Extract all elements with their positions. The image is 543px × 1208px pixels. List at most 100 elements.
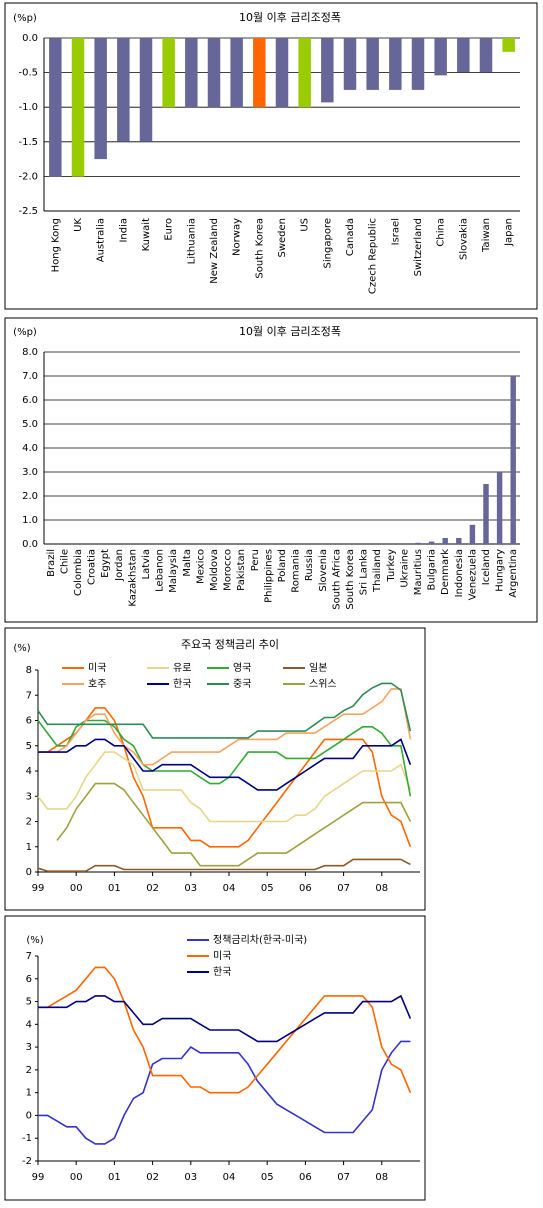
legend-label: 영국 — [233, 662, 251, 674]
chart-title: 10월 이후 금리조정폭 — [239, 325, 341, 338]
x-tick-label: New Zealand — [209, 218, 220, 284]
x-tick-label: Euro — [164, 218, 175, 241]
x-tick-label: Slovakia — [458, 218, 469, 260]
y-tick-label: 4 — [26, 1019, 32, 1030]
y-tick-label: 0.0 — [22, 33, 38, 44]
x-tick-label: 03 — [184, 1172, 197, 1183]
y-axis-label: (%p) — [13, 327, 37, 338]
bar — [49, 38, 62, 177]
y-tick-label: 8 — [26, 665, 32, 676]
series-line — [37, 751, 412, 823]
x-tick-label: Iceland — [481, 549, 492, 585]
y-tick-label: 0 — [26, 1110, 32, 1121]
bar — [483, 484, 489, 544]
legend-label: 일본 — [309, 662, 327, 674]
legend-label: 유로 — [173, 662, 191, 674]
x-tick-label: 08 — [375, 1172, 388, 1183]
x-tick-label: Israel — [390, 218, 401, 245]
x-tick-label: Thailand — [372, 549, 383, 593]
bar — [415, 542, 421, 544]
x-tick-label: South Korea — [254, 218, 265, 279]
x-tick-label: Taiwan — [481, 218, 492, 253]
bar — [510, 376, 516, 544]
y-tick-label: -2.5 — [18, 206, 38, 217]
y-tick-label: 4 — [26, 766, 32, 777]
x-tick-label: South Africa — [331, 549, 342, 610]
y-tick-label: 2 — [26, 1065, 32, 1076]
x-tick-label: US — [300, 218, 311, 232]
x-tick-label: Canada — [345, 218, 356, 256]
series-line — [38, 707, 412, 848]
series-line — [37, 719, 412, 797]
x-tick-label: Colombia — [73, 549, 84, 596]
y-tick-label: -1.5 — [18, 137, 38, 148]
x-tick-label: Australia — [96, 218, 107, 262]
x-tick-label: Poland — [277, 549, 288, 582]
x-tick-label: Morocco — [223, 549, 234, 591]
bar — [253, 38, 266, 108]
y-tick-label: 5 — [26, 741, 32, 752]
x-tick-label: Indonesia — [454, 549, 465, 597]
x-tick-label: Romania — [291, 549, 302, 593]
x-tick-label: Singapore — [322, 218, 333, 268]
x-tick-label: 01 — [108, 883, 121, 894]
x-tick-label: 05 — [261, 1172, 274, 1183]
legend-label: 한국 — [213, 966, 231, 978]
x-tick-label: 08 — [375, 883, 388, 894]
x-tick-label: Jordan — [114, 549, 125, 582]
legend-label: 호주 — [88, 678, 106, 690]
y-tick-label: 5 — [26, 997, 32, 1008]
y-tick-label: 3 — [26, 791, 32, 802]
x-tick-label: China — [436, 218, 447, 247]
x-tick-label: 02 — [146, 883, 159, 894]
x-tick-label: South Korea — [345, 549, 356, 610]
bar — [411, 38, 425, 90]
x-tick-label: 00 — [70, 883, 83, 894]
y-axis-label: (%) — [26, 935, 43, 946]
series-line — [37, 858, 411, 872]
bar — [185, 38, 198, 108]
y-axis-label: (%p) — [13, 13, 37, 24]
x-tick-label: Russia — [304, 549, 315, 581]
x-tick-label: Turkey — [386, 549, 397, 583]
x-tick-label: 04 — [223, 1172, 236, 1183]
x-tick-label: Japan — [504, 218, 515, 247]
panel-frame — [4, 2, 538, 310]
x-tick-label: Switzerland — [413, 218, 424, 276]
x-tick-label: Norway — [232, 218, 243, 256]
y-tick-label: 7.0 — [22, 371, 38, 382]
y-tick-label: 0 — [26, 867, 32, 878]
series-line — [37, 682, 412, 739]
x-tick-label: Philippines — [263, 549, 274, 603]
x-tick-label: Hungary — [495, 549, 506, 592]
x-tick-label: 06 — [299, 883, 312, 894]
x-tick-label: Croatia — [87, 549, 98, 585]
y-tick-label: 3 — [26, 1042, 32, 1053]
x-tick-label: 99 — [32, 883, 45, 894]
y-tick-label: 1.0 — [22, 515, 38, 526]
y-axis-label: (%) — [13, 643, 30, 654]
series-line — [56, 782, 412, 867]
x-tick-label: 07 — [337, 1172, 350, 1183]
panel-frame — [4, 317, 538, 623]
x-tick-label: 04 — [223, 883, 236, 894]
bar — [457, 38, 470, 73]
x-tick-label: Bulgaria — [427, 549, 438, 590]
y-tick-label: 4.0 — [22, 443, 38, 454]
legend-label: 중국 — [233, 678, 251, 690]
x-tick-label: 99 — [32, 1172, 45, 1183]
bar — [230, 38, 243, 108]
y-tick-label: -1 — [22, 1133, 32, 1144]
x-tick-label: UK — [73, 218, 84, 232]
bar — [71, 38, 85, 177]
series-line — [38, 966, 412, 1094]
series-line — [38, 994, 412, 1043]
x-tick-label: Malaysia — [168, 549, 179, 593]
x-tick-label: Kazakhstan — [127, 549, 138, 607]
x-tick-label: Argentina — [508, 549, 519, 598]
y-tick-label: 1 — [26, 842, 32, 853]
bar — [479, 38, 493, 73]
bar — [298, 38, 311, 108]
